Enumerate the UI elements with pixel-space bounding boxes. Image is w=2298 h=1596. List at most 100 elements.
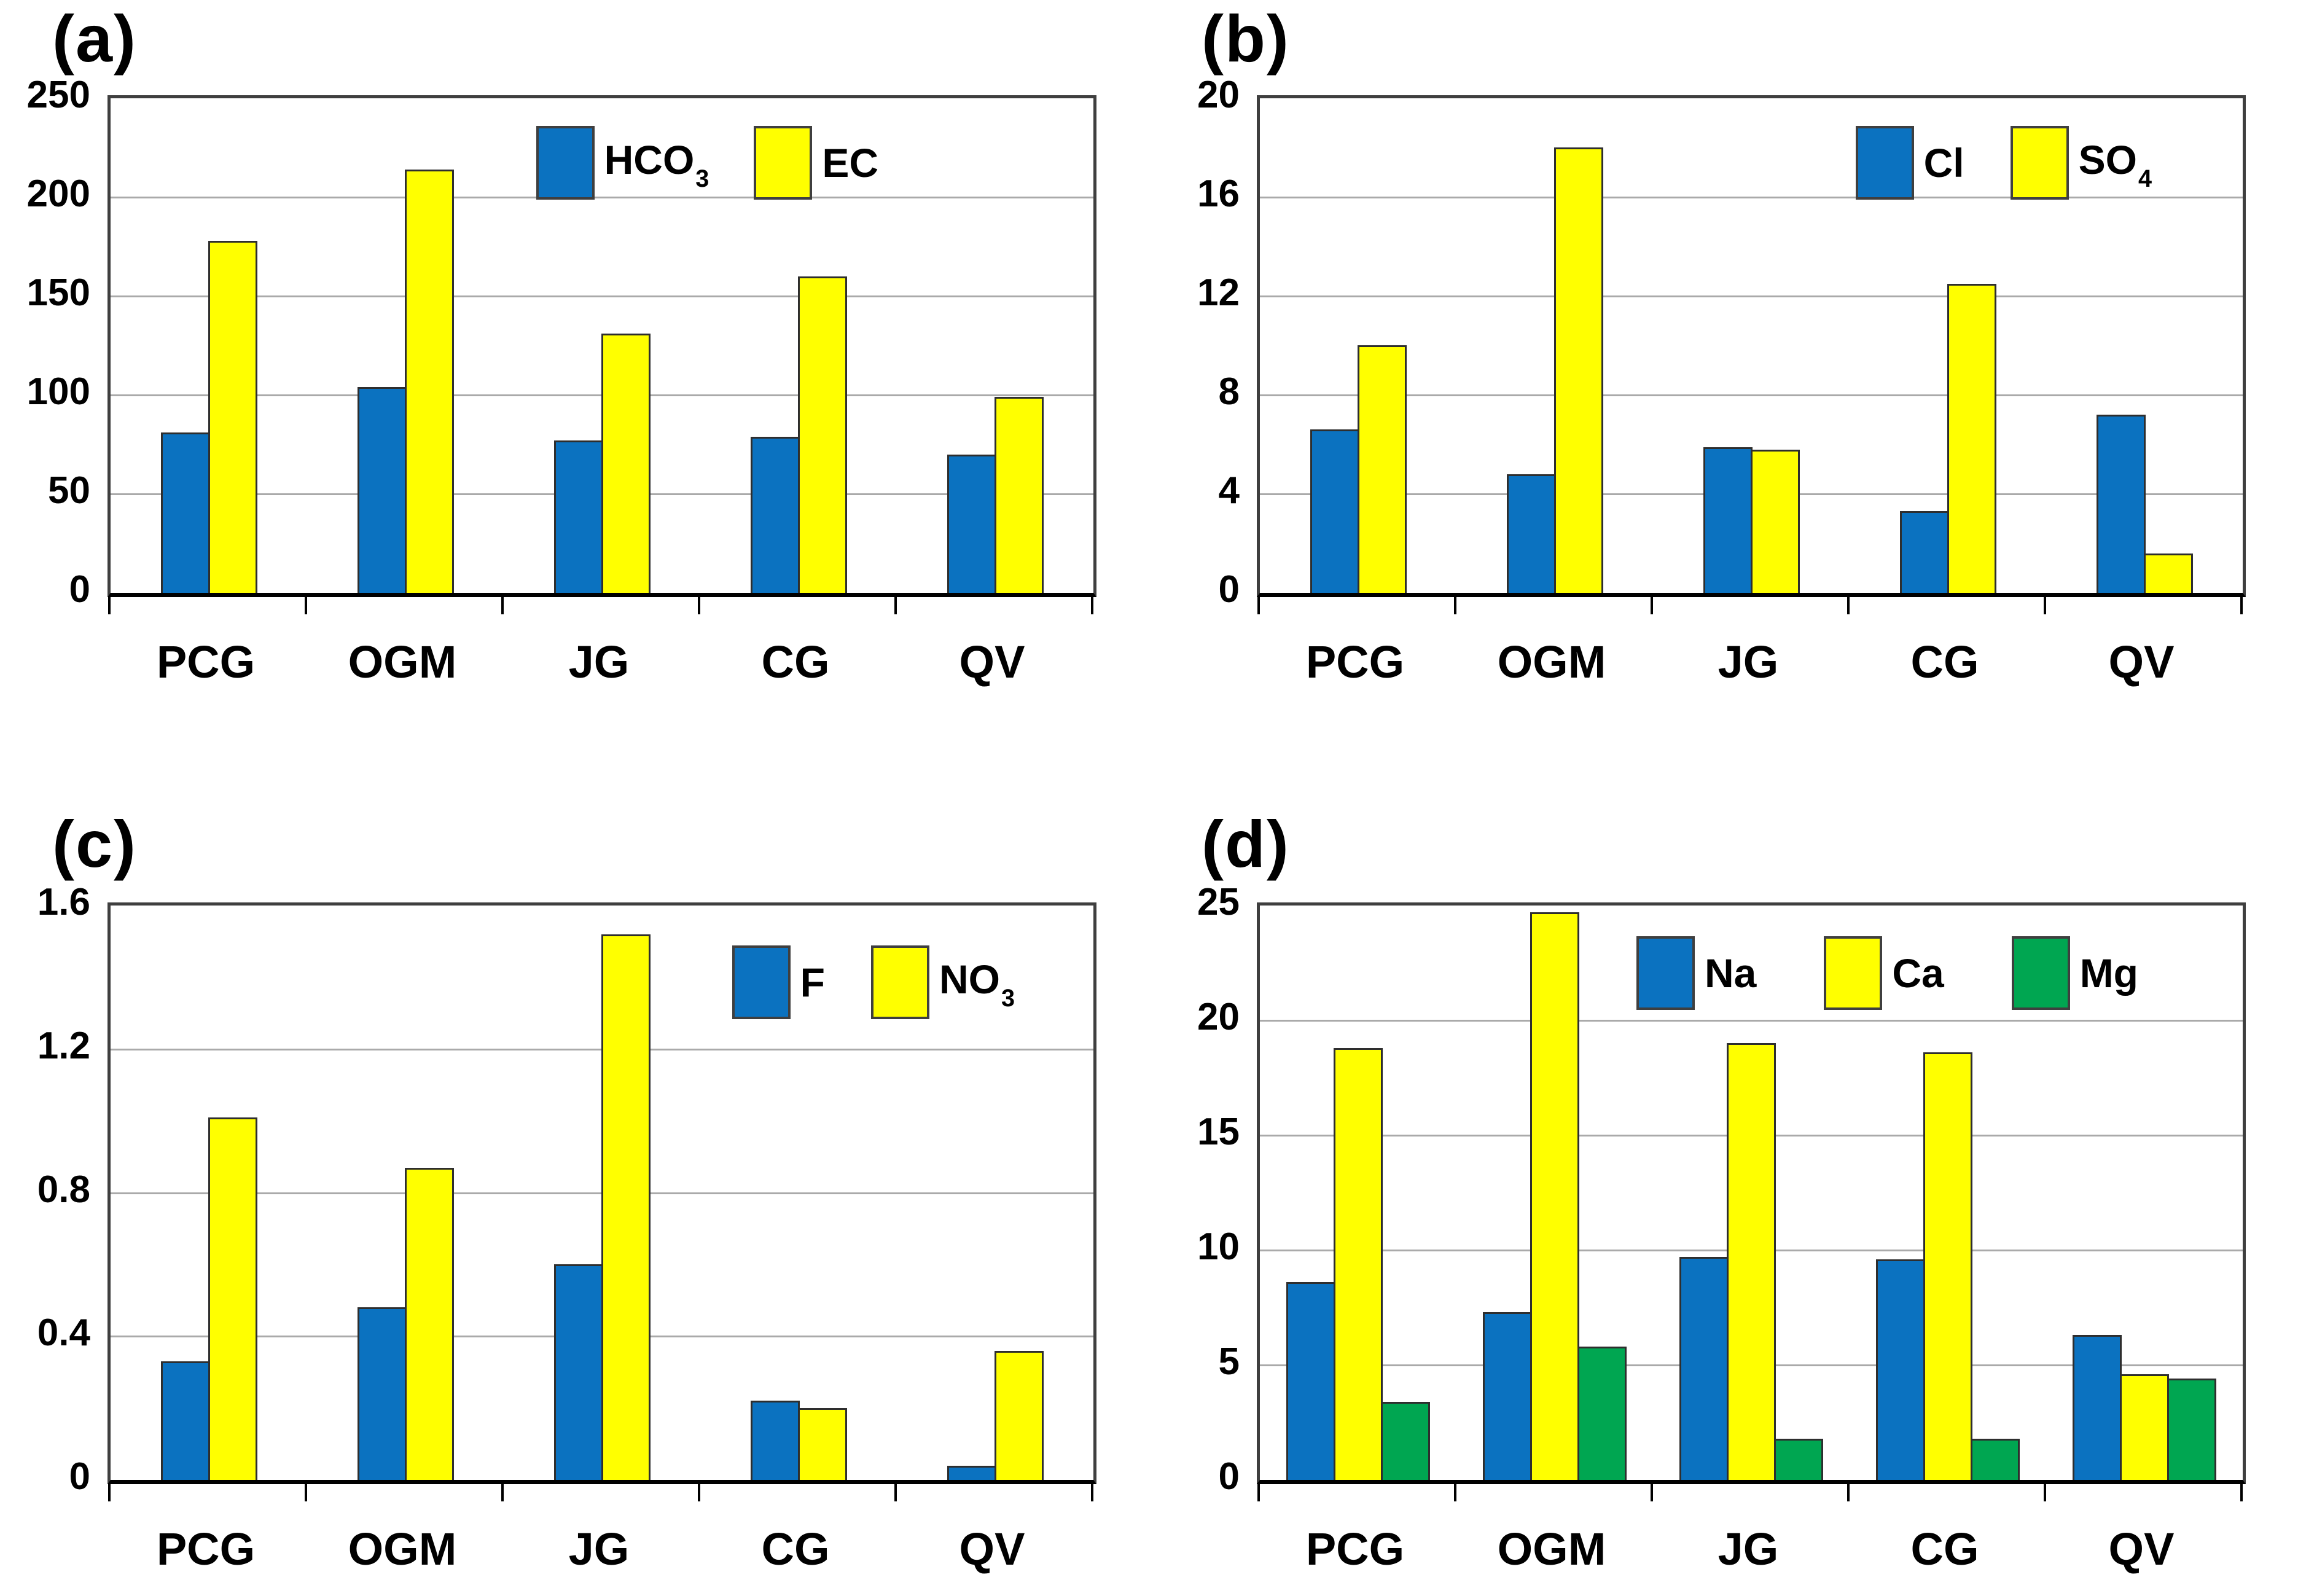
y-axis-tick-label: 8 — [1218, 370, 1240, 413]
y-axis-tick-label: 100 — [26, 370, 90, 413]
bar-group-PCG — [111, 98, 307, 593]
gridline-y-8 — [1260, 394, 2243, 396]
x-axis-tick — [1454, 1483, 1456, 1501]
bar-EC-CG — [797, 276, 847, 593]
bar-group-QV — [897, 906, 1093, 1480]
plot-area: Cl SO4 — [1257, 95, 2246, 597]
legend-item-EC: EC — [754, 126, 878, 200]
bar-HCO3-QV — [947, 455, 996, 593]
bar-HCO3-OGM — [357, 387, 407, 593]
bar-group-PCG — [1260, 906, 1456, 1480]
gridline-y-150 — [111, 295, 1093, 297]
y-axis-tick-label: 25 — [1197, 881, 1240, 923]
bar-Ca-OGM — [1530, 912, 1579, 1480]
bar-group-JG — [504, 906, 700, 1480]
bar-group-PCG — [111, 906, 307, 1480]
x-axis-tick — [698, 596, 700, 614]
x-axis-tick — [1847, 1483, 1850, 1501]
panel-a: (a) HCO3 EC 0 50 100 150 200 250 PCG OGM JG CG QV — [0, 0, 1149, 798]
legend-swatch-EC — [754, 126, 813, 200]
x-axis-category-label-QV: QV — [2108, 636, 2175, 687]
legend-swatch-Ca — [1824, 936, 1883, 1010]
y-axis-tick-label: 250 — [26, 74, 90, 116]
legend-item-Na: Na — [1636, 936, 1756, 1010]
bar-HCO3-CG — [750, 437, 800, 593]
y-axis-tick-label: 50 — [48, 469, 90, 512]
x-axis-tick — [2240, 1483, 2243, 1501]
y-axis-tick-label: 1.6 — [37, 881, 90, 923]
x-axis-tick — [1257, 596, 1260, 614]
bar-NO3-QV — [994, 1351, 1044, 1480]
bar-Na-PCG — [1286, 1282, 1335, 1480]
legend-swatch-HCO3 — [536, 126, 595, 200]
legend-swatch-F — [732, 945, 791, 1019]
x-axis-category-label-OGM: OGM — [348, 636, 457, 687]
bar-group-OGM — [1456, 906, 1653, 1480]
x-axis-category-label-JG: JG — [568, 636, 630, 687]
bar-Mg-PCG — [1381, 1402, 1430, 1480]
bar-NO3-CG — [797, 1408, 847, 1480]
bar-group-QV — [2046, 906, 2243, 1480]
x-axis-category-label-OGM: OGM — [1497, 1524, 1606, 1574]
bar-group-OGM — [307, 98, 504, 593]
x-axis-category-label-JG: JG — [1718, 1524, 1779, 1574]
bar-group-QV — [2046, 98, 2243, 593]
x-axis-category-label-PCG: PCG — [156, 636, 256, 687]
bar-SO4-JG — [1750, 450, 1800, 593]
x-axis-tick — [1091, 1483, 1093, 1501]
legend-label-Na: Na — [1704, 950, 1757, 996]
y-axis-tick-label: 16 — [1197, 173, 1240, 215]
y-axis-tick-label: 0 — [1218, 568, 1240, 611]
x-axis-category-label-CG: CG — [761, 1524, 830, 1574]
panel-letter: (b) — [1202, 1, 1290, 76]
y-axis-tick-label: 0 — [1218, 1455, 1240, 1498]
x-axis-category-label-OGM: OGM — [1497, 636, 1606, 687]
x-axis-tick — [1847, 596, 1850, 614]
x-axis-category-label-QV: QV — [2108, 1524, 2175, 1574]
legend-item-Cl: Cl — [1855, 126, 1964, 200]
bar-NO3-PCG — [208, 1117, 257, 1480]
legend-item-F: F — [732, 945, 825, 1019]
bar-Mg-JG — [1774, 1439, 1823, 1480]
bar-EC-OGM — [404, 170, 454, 593]
plot-area: Na Ca Mg — [1257, 902, 2246, 1484]
legend-label-SO4: SO4 — [2078, 137, 2152, 192]
y-axis-tick-label: 12 — [1197, 272, 1240, 314]
bar-Na-QV — [2073, 1335, 2122, 1480]
x-axis-tick — [1091, 596, 1093, 614]
panel-c: (c) F NO3 0 0.4 0.8 1.2 1.6 PCG OGM JG CG QV — [0, 798, 1149, 1596]
x-axis-tick — [2240, 596, 2243, 614]
x-axis-category-label-JG: JG — [1718, 636, 1779, 687]
bar-Na-OGM — [1483, 1312, 1532, 1480]
x-axis-category-label-CG: CG — [761, 636, 830, 687]
bar-HCO3-PCG — [160, 432, 210, 593]
bar-F-PCG — [160, 1361, 210, 1480]
bar-Ca-JG — [1727, 1043, 1776, 1480]
x-axis-category-label-CG: CG — [1910, 1524, 1979, 1574]
legend: HCO3 EC — [536, 126, 878, 200]
legend: Na Ca Mg — [1636, 936, 2138, 1010]
legend-swatch-SO4 — [2010, 126, 2069, 200]
legend-label-NO3: NO3 — [939, 956, 1015, 1012]
x-axis-category-label-QV: QV — [959, 1524, 1025, 1574]
bar-Ca-QV — [2120, 1374, 2169, 1480]
bar-Cl-OGM — [1506, 474, 1556, 593]
bar-group-PCG — [1260, 98, 1456, 593]
bar-group-CG — [1850, 98, 2046, 593]
y-axis-tick-label: 0 — [69, 568, 90, 611]
bar-NO3-OGM — [404, 1168, 454, 1480]
bar-SO4-CG — [1947, 284, 1996, 593]
legend-swatch-Na — [1636, 936, 1695, 1010]
bar-F-CG — [750, 1401, 800, 1480]
x-axis-tick — [1257, 1483, 1260, 1501]
bar-F-OGM — [357, 1307, 407, 1480]
bar-group-QV — [897, 98, 1093, 593]
bar-Na-JG — [1679, 1257, 1729, 1480]
y-axis-tick-label: 200 — [26, 173, 90, 215]
plot-area: F NO3 — [107, 902, 1096, 1484]
legend-label-subscript: 4 — [2138, 165, 2152, 192]
x-axis-tick — [501, 596, 504, 614]
legend-item-HCO3: HCO3 — [536, 126, 709, 200]
bar-NO3-JG — [601, 934, 651, 1480]
legend-label-EC: EC — [822, 140, 878, 186]
